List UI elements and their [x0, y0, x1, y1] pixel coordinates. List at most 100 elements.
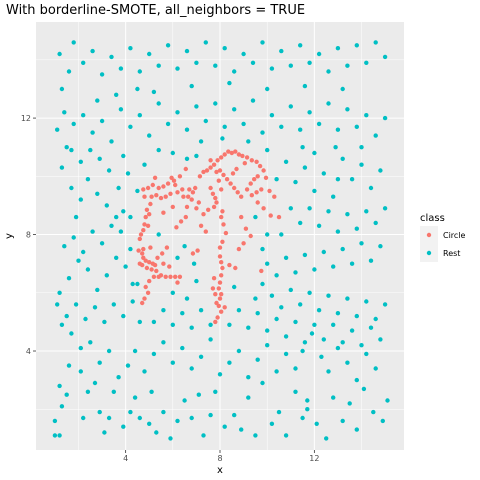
point-circle: [230, 171, 236, 176]
point-rest: [109, 139, 114, 144]
point-rest: [293, 389, 298, 394]
point-rest: [78, 369, 84, 374]
point-circle: [254, 190, 259, 195]
point-circle: [244, 155, 250, 160]
point-circle: [213, 195, 218, 201]
point-rest: [300, 348, 305, 354]
point-circle: [220, 239, 225, 244]
point-circle: [148, 201, 153, 207]
point-rest: [208, 412, 213, 418]
point-rest: [125, 171, 131, 176]
point-rest: [198, 139, 204, 144]
point-circle: [190, 251, 196, 256]
point-rest: [78, 197, 84, 202]
point-rest: [175, 255, 180, 260]
point-circle: [154, 268, 159, 274]
point-rest: [361, 386, 367, 392]
point-circle: [145, 185, 151, 191]
point-rest: [81, 60, 86, 65]
point-circle: [217, 168, 223, 173]
point-rest: [194, 60, 199, 65]
point-rest: [161, 340, 166, 345]
point-rest: [180, 345, 185, 351]
legend-marker-rest: [426, 250, 432, 256]
point-circle: [141, 187, 146, 192]
point-circle: [149, 194, 154, 199]
point-rest: [354, 427, 359, 432]
point-rest: [260, 40, 265, 45]
point-circle: [210, 286, 216, 291]
point-rest: [283, 159, 289, 164]
point-circle: [177, 174, 183, 179]
point-rest: [175, 110, 180, 115]
point-rest: [274, 177, 279, 182]
point-rest: [62, 244, 67, 249]
point-circle: [261, 206, 266, 211]
point-rest: [371, 409, 376, 415]
point-rest: [321, 171, 326, 176]
point-circle: [150, 182, 155, 188]
point-rest: [255, 357, 260, 362]
point-circle: [219, 187, 224, 192]
point-rest: [232, 69, 237, 74]
point-rest: [137, 113, 142, 118]
legend-label-circle: Circle: [443, 231, 466, 240]
point-rest: [283, 255, 289, 260]
point-circle: [214, 300, 219, 306]
point-rest: [354, 226, 359, 231]
point-circle: [213, 319, 218, 325]
point-rest: [142, 162, 147, 167]
point-rest: [52, 433, 58, 438]
point-rest: [57, 433, 62, 438]
point-rest: [335, 311, 341, 316]
point-circle: [177, 274, 183, 279]
point-rest: [326, 101, 331, 106]
point-rest: [253, 296, 258, 301]
point-rest: [189, 325, 194, 330]
point-rest: [265, 86, 270, 92]
point-rest: [340, 246, 345, 252]
point-circle: [214, 200, 219, 205]
point-rest: [213, 63, 218, 68]
point-rest: [300, 145, 305, 150]
x-tick-label: 4: [123, 454, 128, 463]
point-rest: [321, 337, 326, 342]
point-rest: [151, 89, 157, 95]
point-rest: [182, 398, 187, 403]
point-rest: [69, 331, 74, 336]
point-circle: [148, 245, 153, 250]
y-tick-label: 12: [21, 114, 31, 123]
point-rest: [88, 340, 93, 345]
point-rest: [71, 40, 76, 45]
point-circle: [261, 168, 266, 173]
point-circle: [190, 190, 196, 195]
point-rest: [260, 281, 265, 287]
point-rest: [57, 383, 62, 389]
point-rest: [106, 348, 112, 354]
point-circle: [198, 223, 204, 228]
point-rest: [260, 130, 265, 135]
point-circle: [210, 191, 216, 196]
point-rest: [76, 258, 81, 263]
point-rest: [59, 165, 65, 170]
point-rest: [373, 220, 378, 226]
point-rest: [359, 162, 364, 167]
point-rest: [331, 194, 336, 199]
point-rest: [382, 54, 388, 60]
point-circle: [137, 236, 142, 242]
point-rest: [368, 258, 374, 263]
point-rest: [373, 133, 378, 138]
point-rest: [97, 409, 102, 415]
point-circle: [142, 296, 147, 301]
point-circle: [141, 246, 146, 252]
point-rest: [220, 136, 225, 141]
point-rest: [279, 124, 284, 129]
point-circle: [243, 226, 249, 231]
point-circle: [143, 258, 148, 263]
point-rest: [279, 305, 284, 310]
point-rest: [253, 433, 258, 438]
point-rest: [106, 168, 112, 173]
axis-ticks: 4 8 12 4 8 12: [21, 114, 320, 463]
point-rest: [227, 80, 232, 86]
point-rest: [260, 380, 265, 386]
